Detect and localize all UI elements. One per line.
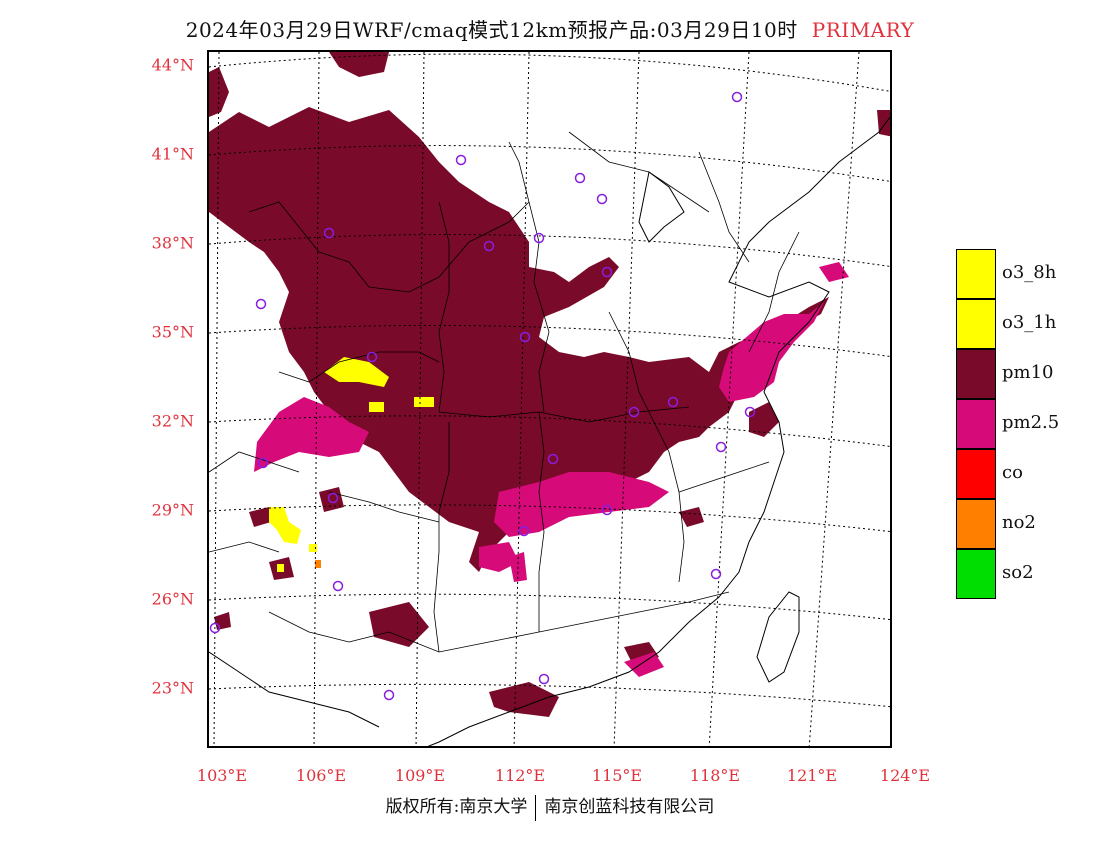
title-text: 2024年03月29日WRF/cmaq模式12km预报产品:03月29日10时 bbox=[185, 18, 798, 42]
primary-label: PRIMARY bbox=[811, 18, 915, 42]
coastline bbox=[209, 116, 890, 746]
pm10-region bbox=[209, 52, 890, 717]
legend-label: no2 bbox=[1002, 512, 1036, 533]
map-svg bbox=[209, 52, 890, 746]
legend-swatch bbox=[956, 249, 996, 299]
legend-swatch bbox=[956, 549, 996, 599]
legend-label: o3_1h bbox=[1002, 312, 1057, 333]
lat-label-41: 41°N bbox=[151, 144, 194, 164]
copyright-footer: 版权所有:南京大学 南京创蓝科技有限公司 bbox=[0, 792, 1100, 821]
pollutant-map[interactable] bbox=[207, 50, 892, 748]
lat-label-44: 44°N bbox=[151, 55, 194, 75]
legend-swatch bbox=[956, 399, 996, 449]
lon-label-121: 121°E bbox=[786, 766, 838, 785]
lat-label-38: 38°N bbox=[151, 233, 194, 253]
lon-label-115: 115°E bbox=[591, 766, 643, 785]
copyright-right: 南京创蓝科技有限公司 bbox=[544, 797, 715, 817]
lon-label-106: 106°E bbox=[295, 766, 347, 785]
lon-label-109: 109°E bbox=[394, 766, 446, 785]
legend-swatch bbox=[956, 449, 996, 499]
legend-label: pm10 bbox=[1002, 362, 1054, 383]
lat-label-26: 26°N bbox=[151, 589, 194, 609]
province-boundaries bbox=[209, 131, 800, 653]
legend-swatch bbox=[956, 349, 996, 399]
map-title: 2024年03月29日WRF/cmaq模式12km预报产品:03月29日10时 P… bbox=[0, 14, 1100, 43]
lon-label-103: 103°E bbox=[196, 766, 248, 785]
legend-label: pm2.5 bbox=[1002, 412, 1060, 433]
lon-label-112: 112°E bbox=[494, 766, 546, 785]
legend-label: so2 bbox=[1002, 562, 1034, 583]
station-markers bbox=[209, 91, 756, 701]
no2-region bbox=[315, 560, 321, 568]
lon-label-118: 118°E bbox=[689, 766, 741, 785]
lat-label-35: 35°N bbox=[151, 322, 194, 342]
lon-label-124: 124°E bbox=[879, 766, 931, 785]
copyright-left: 版权所有:南京大学 bbox=[385, 797, 528, 817]
lat-label-32: 32°N bbox=[151, 411, 194, 431]
legend-swatch bbox=[956, 299, 996, 349]
legend-label: co bbox=[1002, 462, 1023, 483]
o3-region bbox=[269, 357, 434, 572]
lat-label-29: 29°N bbox=[151, 500, 194, 520]
legend-swatch bbox=[956, 499, 996, 549]
lat-label-23: 23°N bbox=[151, 678, 194, 698]
pm25-region bbox=[254, 262, 849, 677]
legend-label: o3_8h bbox=[1002, 262, 1057, 283]
footer-separator bbox=[535, 794, 537, 821]
